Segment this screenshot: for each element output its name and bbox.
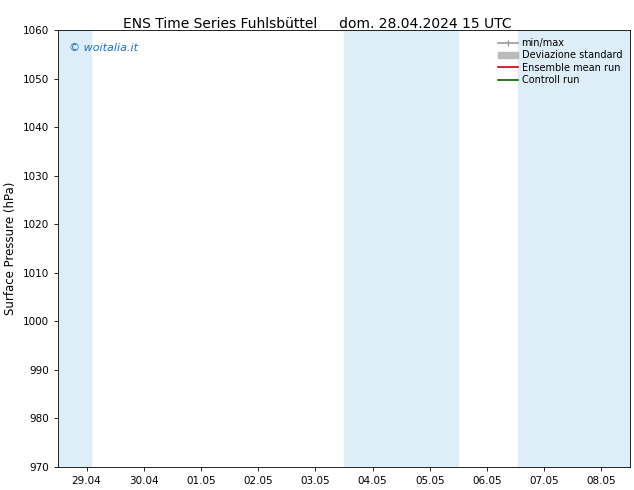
Bar xyxy=(58,30,91,467)
Text: © woitalia.it: © woitalia.it xyxy=(70,43,138,53)
Bar xyxy=(344,30,458,467)
Legend: min/max, Deviazione standard, Ensemble mean run, Controll run: min/max, Deviazione standard, Ensemble m… xyxy=(495,35,625,88)
Y-axis label: Surface Pressure (hPa): Surface Pressure (hPa) xyxy=(4,182,17,315)
Bar xyxy=(519,30,630,467)
Text: ENS Time Series Fuhlsbüttel     dom. 28.04.2024 15 UTC: ENS Time Series Fuhlsbüttel dom. 28.04.2… xyxy=(123,17,511,31)
